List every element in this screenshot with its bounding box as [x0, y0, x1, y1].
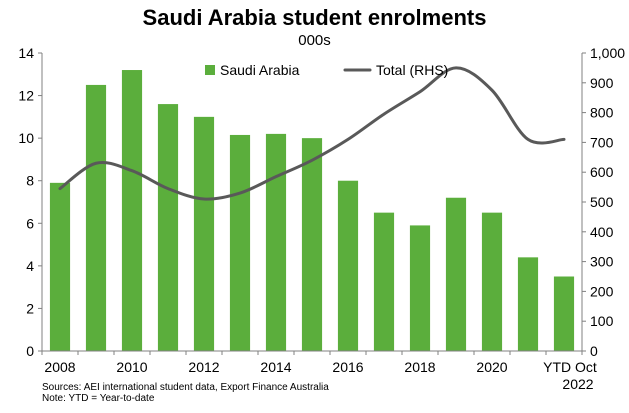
right-tick-label: 300	[590, 254, 614, 270]
bar-2	[121, 70, 143, 352]
left-tick-label: 2	[26, 300, 34, 316]
bar-6	[265, 133, 287, 351]
bar-9	[373, 212, 395, 351]
right-tick-label: 900	[590, 75, 614, 91]
right-tick-label: 1,000	[590, 45, 625, 61]
left-tick-label: 12	[18, 88, 34, 104]
chart-subtitle: 000s	[298, 32, 331, 49]
left-tick-label: 10	[18, 130, 34, 146]
x-tick-label: 2020	[476, 359, 507, 375]
right-tick-label: 200	[590, 283, 614, 299]
chart-legend: Saudi Arabia Total (RHS)	[205, 62, 448, 78]
x-tick-label: 2016	[332, 359, 363, 375]
bar-4	[193, 116, 215, 351]
bar-13	[517, 257, 539, 351]
right-tick-label: 400	[590, 224, 614, 240]
bar-1	[85, 84, 107, 351]
x-tick-label: 2022	[562, 376, 593, 392]
ytd-note: Note: YTD = Year-to-date	[42, 393, 155, 404]
x-tick-label: 2018	[404, 359, 435, 375]
bar-5	[229, 134, 251, 351]
x-tick-label: 2008	[44, 359, 75, 375]
bar-series-group	[49, 70, 575, 352]
bar-14	[553, 276, 575, 351]
bar-8	[337, 180, 359, 351]
total-rhs-line	[58, 66, 566, 201]
legend-label-total-rhs: Total (RHS)	[376, 62, 448, 78]
right-tick-label: 0	[590, 343, 598, 359]
x-tick-label: YTD Oct	[543, 359, 597, 375]
legend-swatch-saudi-arabia	[205, 65, 215, 75]
left-tick-label: 8	[26, 173, 34, 189]
bar-12	[481, 212, 503, 351]
bar-10	[409, 225, 431, 351]
chart-title: Saudi Arabia student enrolments	[142, 5, 487, 30]
right-tick-label: 500	[590, 194, 614, 210]
legend-label-saudi-arabia: Saudi Arabia	[220, 62, 300, 78]
axes-group: 0 2 4 6 8 10 12 14 0 100 200 300 400 500 600 700 800 900 1…	[18, 45, 625, 392]
right-tick-label: 600	[590, 164, 614, 180]
left-tick-label: 6	[26, 215, 34, 231]
left-tick-label: 0	[26, 343, 34, 359]
right-tick-label: 700	[590, 134, 614, 150]
bar-0	[49, 182, 71, 351]
x-tick-label: 2010	[116, 359, 147, 375]
source-note: Sources: AEI international student data,…	[42, 382, 329, 393]
left-tick-label: 14	[18, 45, 34, 61]
bar-11	[445, 197, 467, 351]
left-tick-label: 4	[26, 258, 34, 274]
right-tick-label: 800	[590, 105, 614, 121]
x-tick-label: 2014	[260, 359, 291, 375]
bar-3	[157, 104, 179, 351]
line-series-group	[58, 66, 566, 201]
bar-7	[301, 138, 323, 351]
x-tick-label: 2012	[188, 359, 219, 375]
right-tick-label: 100	[590, 313, 614, 329]
